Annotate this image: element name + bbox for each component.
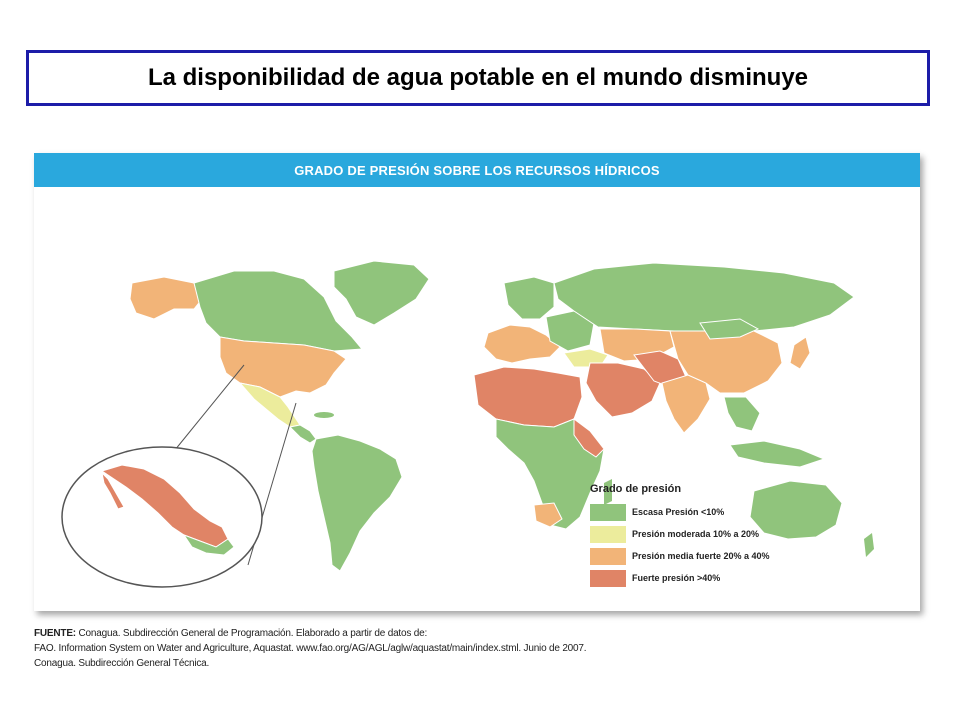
source-label: FUENTE: bbox=[34, 628, 76, 639]
map-panel: GRADO DE PRESIÓN SOBRE LOS RECURSOS HÍDR… bbox=[34, 153, 920, 611]
legend-item: Escasa Presión <10% bbox=[590, 501, 810, 523]
region-mongolia bbox=[699, 318, 760, 340]
region-europe-north bbox=[503, 276, 555, 320]
legend-label: Escasa Presión <10% bbox=[632, 507, 725, 517]
inset-line-top bbox=[165, 364, 245, 462]
region-indonesia bbox=[729, 440, 826, 468]
legend-label: Fuerte presión >40% bbox=[632, 573, 721, 583]
world-map bbox=[61, 260, 874, 588]
region-russia bbox=[553, 262, 855, 332]
legend: Grado de presión Escasa Presión <10% Pre… bbox=[590, 483, 810, 589]
region-southeast-asia bbox=[723, 396, 761, 432]
map-header-title: GRADO DE PRESIÓN SOBRE LOS RECURSOS HÍDR… bbox=[294, 162, 660, 178]
legend-item: Presión media fuerte 20% a 40% bbox=[590, 545, 810, 567]
legend-item: Fuerte presión >40% bbox=[590, 567, 810, 589]
region-south-america bbox=[311, 434, 403, 572]
region-africa bbox=[495, 418, 605, 530]
region-southern-africa bbox=[533, 502, 563, 528]
region-horn-of-africa bbox=[573, 418, 605, 458]
region-australia bbox=[749, 480, 843, 540]
legend-label: Presión media fuerte 20% a 40% bbox=[632, 551, 770, 561]
inset-baja bbox=[101, 471, 125, 510]
map-header: GRADO DE PRESIÓN SOBRE LOS RECURSOS HÍDR… bbox=[34, 153, 920, 187]
region-europe-west bbox=[483, 324, 561, 364]
page-title: La disponibilidad de agua potable en el … bbox=[147, 64, 809, 91]
region-new-zealand bbox=[864, 533, 874, 557]
source-text-1: Conagua. Subdirección General de Program… bbox=[78, 628, 428, 639]
region-india bbox=[661, 374, 711, 434]
legend-swatch bbox=[590, 503, 626, 521]
legend-swatch bbox=[590, 547, 626, 565]
inset-mexico-south bbox=[182, 533, 235, 556]
legend-item: Presión moderada 10% a 20% bbox=[590, 523, 810, 545]
title-box: La disponibilidad de agua potable en el … bbox=[26, 50, 930, 106]
region-japan bbox=[789, 336, 811, 370]
region-north-africa bbox=[473, 366, 583, 428]
source-note: FUENTE: Conagua. Subdirección General de… bbox=[34, 626, 914, 671]
region-central-america bbox=[288, 424, 317, 444]
region-middle-east bbox=[585, 362, 661, 418]
region-caribbean bbox=[314, 412, 334, 418]
legend-title: Grado de presión bbox=[590, 483, 682, 495]
region-canada bbox=[193, 270, 364, 352]
legend-label: Presión moderada 10% a 20% bbox=[632, 529, 760, 539]
legend-swatch bbox=[590, 569, 626, 587]
region-alaska bbox=[129, 276, 203, 320]
source-line-1: FUENTE: Conagua. Subdirección General de… bbox=[34, 626, 914, 641]
legend-swatch bbox=[590, 525, 626, 543]
source-line-2: FAO. Information System on Water and Agr… bbox=[34, 643, 587, 654]
region-greenland bbox=[333, 260, 430, 326]
source-line-3: Conagua. Subdirección General Técnica. bbox=[34, 658, 210, 669]
region-madagascar bbox=[604, 479, 612, 505]
